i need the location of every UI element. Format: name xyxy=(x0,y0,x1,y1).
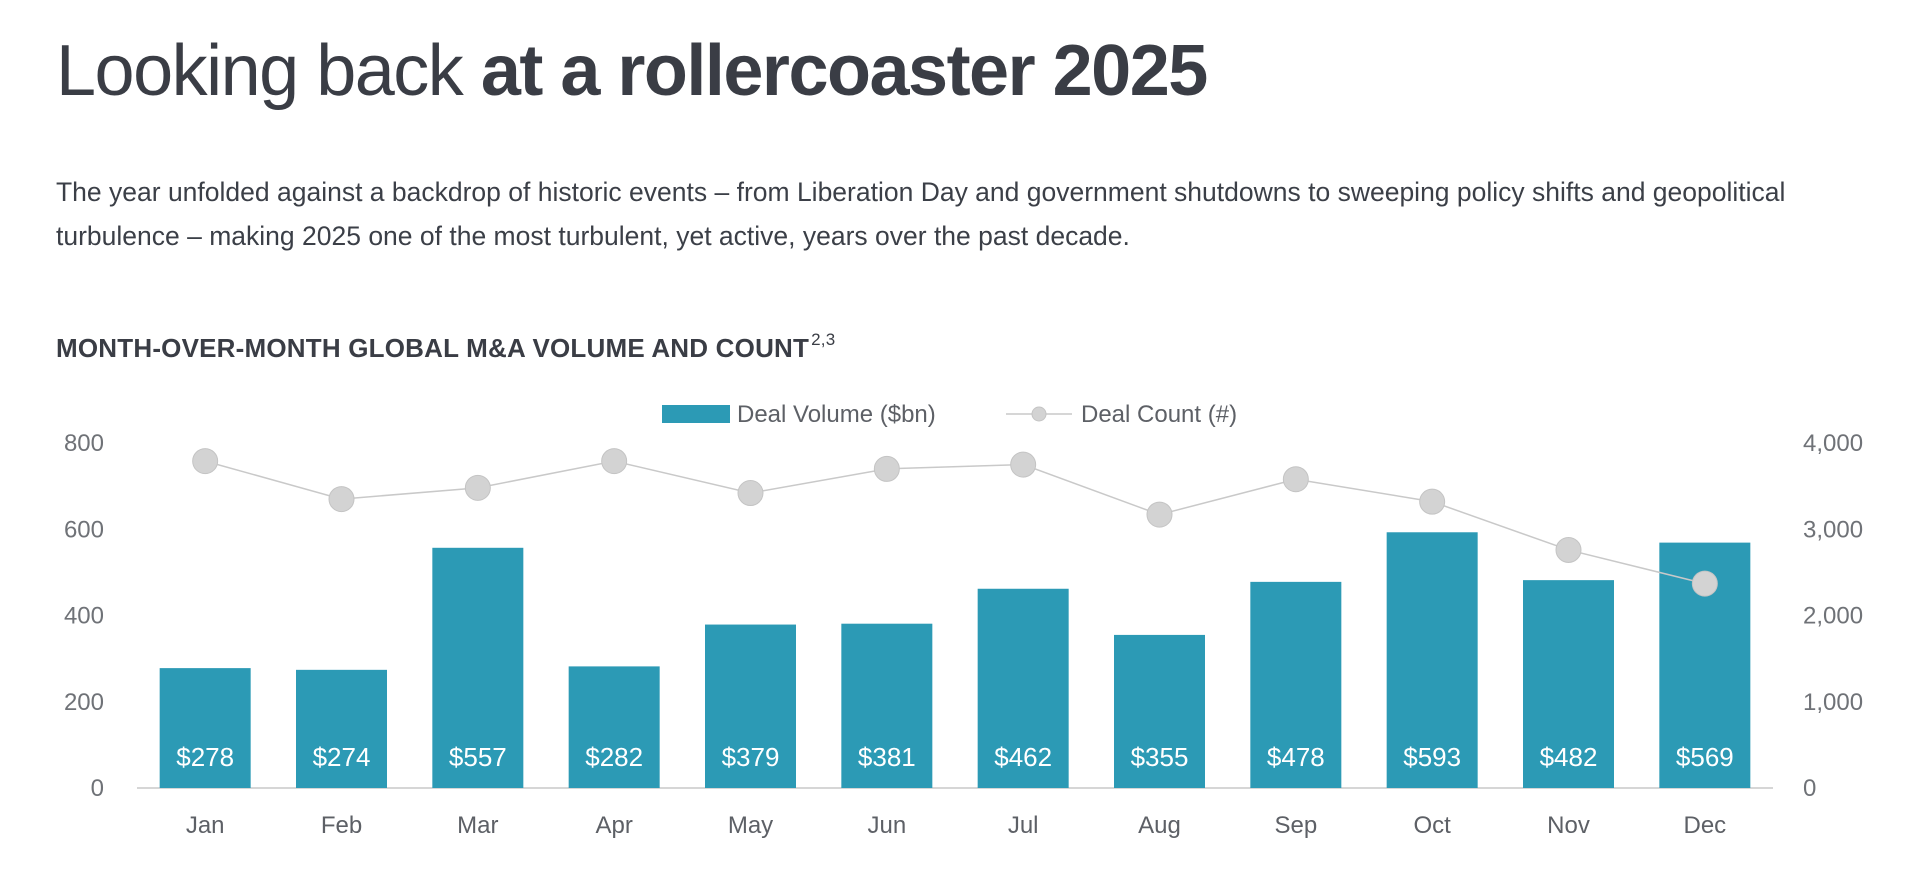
y-right-tick-label: 2,000 xyxy=(1803,603,1863,630)
chart-title-footnote: 2,3 xyxy=(811,330,836,349)
bar-oct xyxy=(1386,532,1478,788)
bar-jan xyxy=(159,668,251,788)
bar-value-label: $274 xyxy=(313,742,371,772)
title-bold: at a rollercoaster 2025 xyxy=(480,31,1208,111)
y-left-tick-label: 600 xyxy=(64,516,104,543)
bar-may xyxy=(705,624,796,788)
deal-count-point-nov xyxy=(1555,536,1582,563)
x-tick-label: Jun xyxy=(867,812,906,839)
page-description: The year unfolded against a backdrop of … xyxy=(56,177,1786,251)
bar-series: $278 $274 $557 $282 $379 $381 $462 $355 $478 $593… xyxy=(159,532,1751,788)
deal-count-point-dec xyxy=(1691,570,1718,597)
bar-aug xyxy=(1114,634,1205,788)
bar-value-label: $557 xyxy=(449,742,507,772)
x-tick-label: May xyxy=(728,812,773,839)
x-tick-label: Nov xyxy=(1547,812,1590,839)
x-tick-label: Mar xyxy=(457,812,498,839)
y-right-tick-label: 1,000 xyxy=(1803,689,1863,716)
title-light: Looking back xyxy=(56,31,481,111)
bar-jun xyxy=(841,623,933,788)
y-right-tick-label: 3,000 xyxy=(1803,516,1863,543)
x-tick-label: Dec xyxy=(1683,812,1726,839)
deal-count-point-apr xyxy=(601,448,628,475)
bar-value-label: $381 xyxy=(858,742,916,772)
x-tick-label: Jul xyxy=(1008,812,1039,839)
page-title: Looking back at a rollercoaster 2025 xyxy=(56,26,1208,116)
chart-title-text: MONTH-OVER-MONTH GLOBAL M&A VOLUME AND C… xyxy=(56,333,810,363)
y-left-tick-label: 0 xyxy=(91,775,104,802)
bar-feb xyxy=(296,669,387,788)
x-tick-label: Apr xyxy=(595,812,632,839)
deal-count-point-mar xyxy=(464,474,491,501)
line-series xyxy=(192,448,1718,597)
y-right-tick-label: 4,000 xyxy=(1803,430,1863,457)
x-tick-label: Sep xyxy=(1274,812,1317,839)
bar-value-label: $569 xyxy=(1676,742,1734,772)
y-left-tick-label: 800 xyxy=(64,430,104,457)
bar-nov xyxy=(1523,580,1614,788)
deal-count-point-jun xyxy=(873,455,900,482)
x-tick-label: Oct xyxy=(1413,812,1451,839)
deal-count-point-jan xyxy=(192,448,219,475)
x-tick-label: Jan xyxy=(186,812,225,839)
legend-swatch-deal-volume xyxy=(662,405,730,423)
chart-axes: 0 200 400 600 800 0 1,000 2,000 3,000 4,000 Jan Feb… xyxy=(64,430,1863,839)
bar-value-label: $593 xyxy=(1403,742,1461,772)
bar-sep xyxy=(1250,581,1342,788)
chart-title: MONTH-OVER-MONTH GLOBAL M&A VOLUME AND C… xyxy=(56,330,835,364)
x-tick-label: Feb xyxy=(321,812,362,839)
legend-label-deal-volume: Deal Volume ($bn) xyxy=(737,401,936,428)
legend-marker-deal-count xyxy=(1031,406,1047,422)
bar-value-label: $478 xyxy=(1267,742,1325,772)
deal-count-point-feb xyxy=(328,486,355,513)
y-left-tick-label: 200 xyxy=(64,689,104,716)
deal-count-point-sep xyxy=(1282,466,1309,493)
bar-value-label: $355 xyxy=(1131,742,1189,772)
bar-value-label: $282 xyxy=(585,742,643,772)
deal-count-point-jul xyxy=(1010,451,1037,478)
legend-label-deal-count: Deal Count (#) xyxy=(1081,401,1237,428)
deal-count-point-may xyxy=(737,480,764,507)
bar-apr xyxy=(568,666,660,788)
bar-jul xyxy=(977,588,1069,788)
bar-value-label: $482 xyxy=(1540,742,1598,772)
y-left-tick-label: 400 xyxy=(64,603,104,630)
chart-legend: Deal Volume ($bn) Deal Count (#) xyxy=(662,401,1237,428)
y-right-tick-label: 0 xyxy=(1803,775,1816,802)
bar-value-label: $462 xyxy=(994,742,1052,772)
deal-count-point-oct xyxy=(1419,488,1446,515)
x-tick-label: Aug xyxy=(1138,812,1181,839)
bar-value-label: $278 xyxy=(176,742,234,772)
bar-mar xyxy=(432,547,524,788)
deal-count-line xyxy=(204,460,1706,585)
bar-value-label: $379 xyxy=(722,742,780,772)
deal-count-point-aug xyxy=(1146,501,1173,528)
